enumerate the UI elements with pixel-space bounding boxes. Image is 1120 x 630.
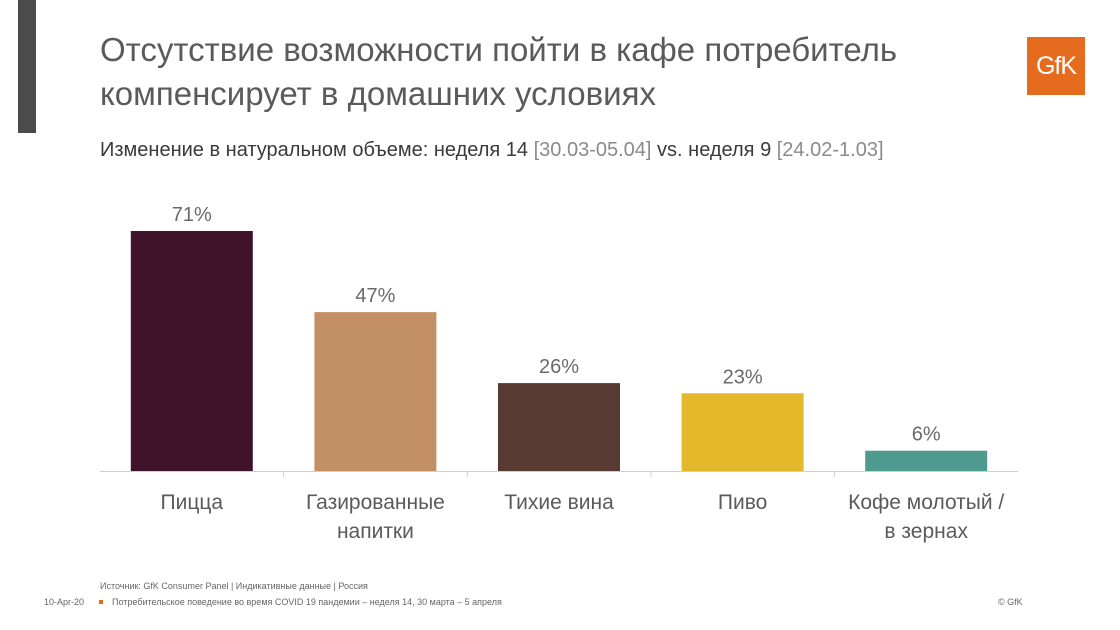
subtitle-period2: [24.02-1.03] [776, 139, 884, 161]
data-label: 47% [355, 285, 395, 307]
bar [314, 312, 437, 471]
footer-copyright: © GfK [998, 597, 1023, 607]
category-label: Тихие вина [504, 491, 614, 514]
bar [681, 393, 804, 471]
footer-bullet [99, 600, 103, 604]
data-label: 23% [723, 366, 763, 388]
category-label: Кофе молотый / в зернах [848, 491, 1004, 543]
chart-subtitle: Изменение в натуральном объеме: неделя 1… [100, 139, 884, 162]
data-label: 26% [539, 356, 579, 378]
bar [498, 383, 620, 471]
category-label: Пицца [161, 491, 224, 514]
footer-description: Потребительское поведение во время COVID… [112, 597, 502, 607]
footer-date: 10-Apr-20 [44, 597, 85, 607]
category-label: Пиво [718, 491, 767, 514]
left-accent-bar [18, 0, 36, 133]
gfk-logo-text: GfK [1035, 51, 1077, 80]
footer-source: Источник: GfK Consumer Panel | Индикатив… [100, 581, 368, 591]
bar [130, 231, 253, 471]
data-label: 71% [172, 204, 212, 226]
subtitle-part3: vs. неделя 9 [651, 139, 777, 161]
data-label: 6% [912, 424, 941, 446]
subtitle-period1: [30.03-05.04] [533, 139, 652, 161]
subtitle-part1: Изменение в натуральном объеме: неделя 1… [100, 139, 534, 161]
page-title: Отсутствие возможности пойти в кафе потр… [100, 31, 898, 112]
category-label: Газированные напитки [306, 491, 445, 543]
bar [865, 450, 988, 471]
gfk-logo: GfK [1027, 37, 1085, 95]
